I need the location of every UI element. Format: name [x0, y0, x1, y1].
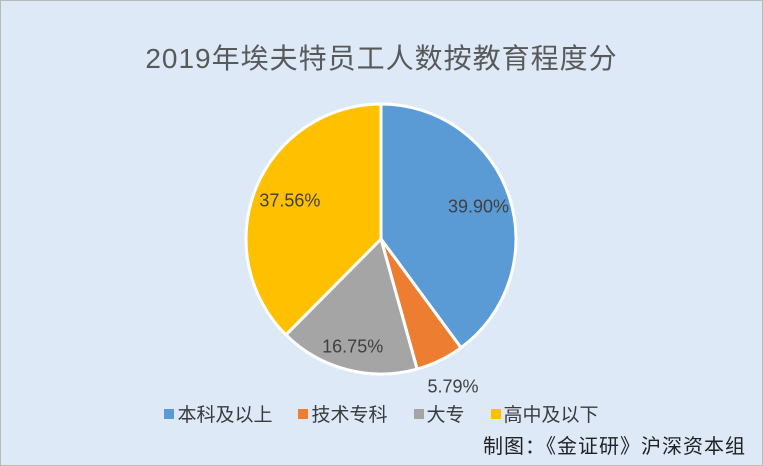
legend-swatch-icon	[490, 408, 501, 419]
legend-label: 技术专科	[311, 405, 388, 426]
pie-label-bachelor: 39.90%	[447, 196, 509, 217]
legend-swatch-icon	[164, 408, 175, 419]
legend-label: 本科及以上	[177, 405, 273, 426]
legend-item-technical: 技术专科	[298, 400, 388, 427]
pie-slice-3	[244, 102, 383, 337]
pie-label-highschool: 37.56%	[259, 190, 321, 211]
legend-label: 大专	[426, 405, 465, 426]
pie-slice-2	[284, 237, 419, 376]
chart-title: 2019年埃夫特员工人数按教育程度分	[145, 43, 618, 74]
legend-swatch-icon	[413, 408, 424, 419]
pie-label-technical: 5.79%	[427, 376, 479, 397]
pie-slice-0	[379, 102, 518, 350]
legend-item-bachelor: 本科及以上	[164, 400, 272, 427]
credit-text: 制图：《金证研》沪深资本组	[483, 436, 746, 458]
chart-legend: 本科及以上 技术专科 大专 高中及以下	[1, 400, 762, 427]
legend-swatch-icon	[298, 408, 309, 419]
legend-label: 高中及以下	[503, 405, 599, 426]
legend-item-college: 大专	[413, 400, 465, 427]
pie-label-college: 16.75%	[322, 336, 384, 357]
legend-item-highschool: 高中及以下	[490, 400, 599, 427]
